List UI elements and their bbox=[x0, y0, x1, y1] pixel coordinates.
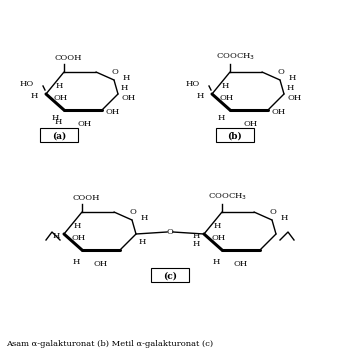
Text: H: H bbox=[55, 118, 62, 126]
Bar bbox=[40, 128, 78, 142]
Text: OH: OH bbox=[234, 260, 248, 268]
Bar bbox=[151, 268, 189, 282]
Text: H: H bbox=[193, 240, 200, 248]
Text: H: H bbox=[197, 92, 204, 100]
Text: COOCH$_3$: COOCH$_3$ bbox=[208, 192, 248, 202]
Text: O: O bbox=[166, 228, 173, 236]
Text: H: H bbox=[289, 74, 297, 82]
Text: H: H bbox=[193, 232, 200, 240]
Text: O: O bbox=[111, 68, 118, 76]
Text: H: H bbox=[214, 222, 222, 230]
Text: H: H bbox=[287, 84, 294, 92]
Text: OH: OH bbox=[78, 120, 92, 128]
Text: COOH: COOH bbox=[72, 194, 100, 202]
Text: OH: OH bbox=[220, 94, 234, 102]
Text: H: H bbox=[56, 82, 63, 90]
Text: HO: HO bbox=[20, 80, 34, 88]
Text: H: H bbox=[123, 74, 130, 82]
Text: H: H bbox=[53, 232, 60, 240]
Text: (a): (a) bbox=[52, 131, 66, 141]
Text: O: O bbox=[270, 208, 277, 216]
Text: H: H bbox=[218, 114, 225, 122]
Text: OH: OH bbox=[54, 94, 68, 102]
Text: HO: HO bbox=[186, 80, 200, 88]
Text: H: H bbox=[121, 84, 128, 92]
Text: H: H bbox=[141, 214, 148, 222]
Text: COOCH$_3$: COOCH$_3$ bbox=[216, 52, 256, 62]
Text: H: H bbox=[74, 222, 82, 230]
Text: OH: OH bbox=[244, 120, 258, 128]
Text: O: O bbox=[278, 68, 284, 76]
Text: OH: OH bbox=[271, 108, 285, 116]
Text: H: H bbox=[213, 258, 220, 266]
Text: H: H bbox=[139, 238, 147, 246]
Text: (b): (b) bbox=[228, 131, 243, 141]
Text: O: O bbox=[130, 208, 137, 216]
Text: OH: OH bbox=[105, 108, 119, 116]
Text: H: H bbox=[73, 258, 80, 266]
Text: COOH: COOH bbox=[54, 54, 82, 62]
Text: OH: OH bbox=[94, 260, 108, 268]
Text: OH: OH bbox=[212, 234, 226, 242]
Text: (c): (c) bbox=[163, 272, 177, 281]
Text: OH: OH bbox=[72, 234, 86, 242]
Text: H: H bbox=[31, 92, 38, 100]
Text: H: H bbox=[52, 114, 59, 122]
Text: OH: OH bbox=[121, 94, 135, 102]
Text: Asam α-galakturonat (b) Metil α-galakturonat (c): Asam α-galakturonat (b) Metil α-galaktur… bbox=[6, 340, 213, 348]
Text: OH: OH bbox=[287, 94, 301, 102]
Text: H: H bbox=[281, 214, 288, 222]
Text: H: H bbox=[222, 82, 229, 90]
Bar bbox=[216, 128, 254, 142]
